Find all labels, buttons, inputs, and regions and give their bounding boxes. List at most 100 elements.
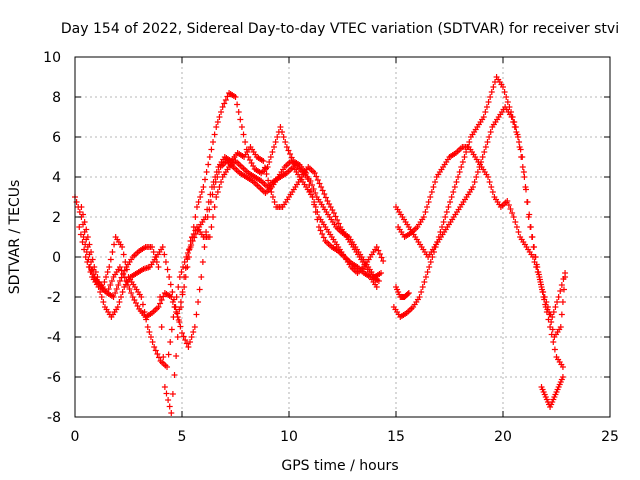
data-point: [533, 264, 540, 270]
data-point: [531, 259, 538, 265]
data-point: [376, 251, 383, 257]
data-point: [523, 186, 530, 193]
data-point: [534, 269, 541, 275]
data-point: [557, 324, 564, 330]
data-point: [501, 89, 508, 95]
data-point: [157, 294, 164, 300]
data-point: [474, 169, 481, 175]
data-point: [272, 139, 279, 145]
x-tick-label: 15: [387, 429, 405, 445]
data-point: [199, 259, 206, 265]
data-point: [180, 264, 187, 270]
data-point: [307, 178, 314, 184]
data-point: [473, 174, 480, 180]
y-tick-label: 6: [52, 130, 61, 146]
data-point: [195, 299, 202, 305]
data-point: [380, 258, 387, 264]
data-point: [559, 374, 566, 380]
data-point: [216, 114, 223, 120]
data-point: [104, 269, 111, 275]
data-point: [155, 264, 162, 270]
data-point: [184, 250, 191, 256]
data-point: [150, 249, 157, 255]
data-point: [536, 274, 543, 280]
data-point: [128, 290, 135, 296]
data-point: [141, 309, 148, 315]
data-point: [489, 189, 496, 195]
data-point: [195, 199, 202, 205]
data-point: [101, 279, 108, 285]
data-point: [483, 104, 490, 110]
data-point: [94, 274, 101, 280]
data-point: [269, 149, 276, 155]
data-point: [185, 344, 192, 350]
data-point: [271, 144, 278, 150]
data-point: [274, 134, 281, 140]
data-point: [335, 220, 342, 227]
data-point: [322, 194, 329, 201]
data-point: [312, 190, 319, 196]
data-point: [375, 278, 382, 284]
data-point: [197, 194, 204, 200]
data-point: [527, 224, 534, 230]
data-point: [208, 184, 215, 190]
data-point: [81, 219, 88, 225]
data-point: [315, 224, 322, 230]
data-points: [72, 74, 569, 416]
data-point: [177, 304, 184, 310]
data-point: [313, 173, 320, 180]
data-point: [216, 184, 223, 190]
data-point: [479, 154, 486, 160]
data-point: [193, 204, 200, 210]
data-point: [181, 284, 188, 290]
data-point: [486, 179, 493, 185]
data-point: [554, 299, 561, 305]
data-point: [416, 294, 423, 300]
data-point: [170, 314, 177, 320]
data-point: [445, 204, 452, 210]
data-point: [207, 191, 214, 198]
data-point: [144, 324, 151, 330]
data-point: [200, 184, 207, 190]
data-point: [461, 154, 468, 160]
data-point: [151, 344, 158, 350]
data-point: [183, 340, 190, 347]
data-point: [179, 330, 185, 336]
data-point: [330, 210, 337, 216]
data-point: [206, 234, 213, 240]
data-point: [202, 176, 209, 183]
data-point: [418, 289, 425, 295]
data-point: [143, 316, 150, 323]
data-point: [504, 198, 511, 204]
data-point: [265, 177, 272, 184]
data-point: [503, 94, 510, 100]
data-point: [149, 244, 156, 250]
data-point: [169, 391, 176, 397]
data-point: [83, 226, 90, 233]
data-point: [511, 124, 518, 130]
x-tick-label: 20: [494, 429, 512, 445]
data-point: [555, 294, 562, 300]
data-point: [139, 301, 146, 308]
data-point: [210, 139, 217, 145]
data-point: [263, 171, 270, 177]
y-tick-label: 4: [52, 170, 61, 186]
data-point: [510, 119, 517, 125]
data-point: [481, 149, 488, 155]
data-point: [509, 210, 516, 216]
data-point: [279, 129, 286, 135]
data-point: [486, 134, 493, 140]
data-point: [193, 311, 200, 318]
data-point: [119, 244, 126, 250]
data-point: [89, 256, 96, 263]
data-point: [169, 289, 176, 295]
y-tick-label: 2: [52, 210, 61, 226]
data-point: [455, 174, 462, 180]
data-point: [198, 189, 205, 195]
data-point: [422, 209, 429, 215]
chart-title: Day 154 of 2022, Sidereal Day-to-day VTE…: [61, 21, 619, 37]
data-point: [120, 251, 127, 258]
data-point: [267, 154, 274, 160]
data-point: [154, 351, 161, 357]
x-tick-label: 0: [71, 429, 80, 445]
